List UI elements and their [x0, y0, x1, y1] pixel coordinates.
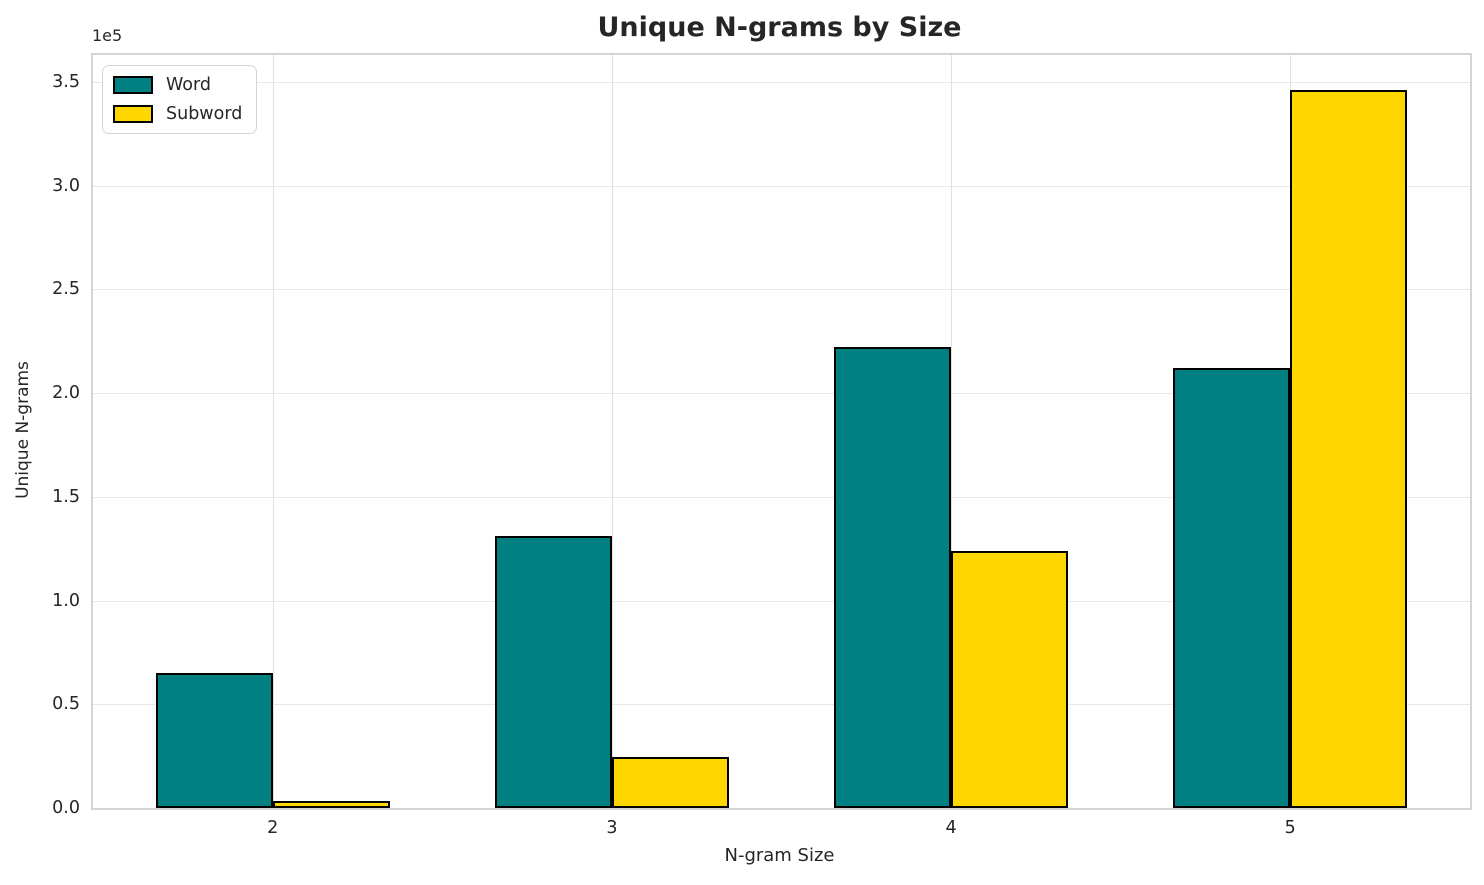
- y-tick-label: 3.5: [52, 71, 80, 92]
- bar-word-3: [494, 536, 612, 808]
- bar-word-2: [155, 673, 273, 808]
- legend-item-subword: Subword: [113, 104, 242, 124]
- y-tick-label: 3.0: [52, 175, 80, 196]
- gridline-y-1.0: [93, 600, 1470, 602]
- bar-word-4: [834, 347, 952, 808]
- legend-item-word: Word: [113, 75, 242, 95]
- y-axis-offset-text: 1e5: [92, 26, 123, 45]
- y-tick-label: 1.5: [52, 486, 80, 507]
- legend-swatch-subword-icon: [113, 105, 153, 123]
- gridline-y-1.5: [93, 496, 1470, 498]
- x-tick-label: 4: [945, 818, 957, 838]
- gridline-y-3.5: [93, 81, 1470, 83]
- x-tick-label: 3: [606, 818, 618, 838]
- x-tick-label: 2: [267, 818, 279, 838]
- gridline-x-3: [611, 55, 613, 808]
- gridline-y-3.0: [93, 185, 1470, 187]
- legend-label-subword: Subword: [166, 104, 243, 124]
- y-axis-label: Unique N-grams: [13, 361, 33, 499]
- y-tick-label: 2.0: [52, 383, 80, 404]
- gridline-x-2: [272, 55, 274, 808]
- y-tick-label: 1.0: [52, 590, 80, 611]
- chart-title: Unique N-grams by Size: [597, 12, 962, 43]
- bar-subword-5: [1290, 90, 1408, 808]
- legend-label-word: Word: [166, 75, 211, 95]
- gridline-y-0.5: [93, 704, 1470, 706]
- y-tick-label: 0.0: [52, 798, 80, 818]
- y-tick-label: 0.5: [52, 694, 80, 715]
- legend: Word Subword: [102, 65, 258, 134]
- legend-swatch-word-icon: [113, 76, 153, 94]
- bar-subword-3: [611, 757, 729, 808]
- y-tick-label: 2.5: [52, 279, 80, 300]
- bar-subword-4: [951, 550, 1069, 808]
- gridline-y-2.0: [93, 393, 1470, 395]
- gridline-y-2.5: [93, 289, 1470, 291]
- bar-word-5: [1173, 368, 1291, 808]
- bar-subword-2: [272, 800, 390, 808]
- plot-area: Word Subword: [91, 53, 1472, 810]
- x-axis-label: N-gram Size: [724, 845, 835, 866]
- x-tick-label: 5: [1284, 818, 1296, 838]
- gridline-x-4: [951, 55, 953, 808]
